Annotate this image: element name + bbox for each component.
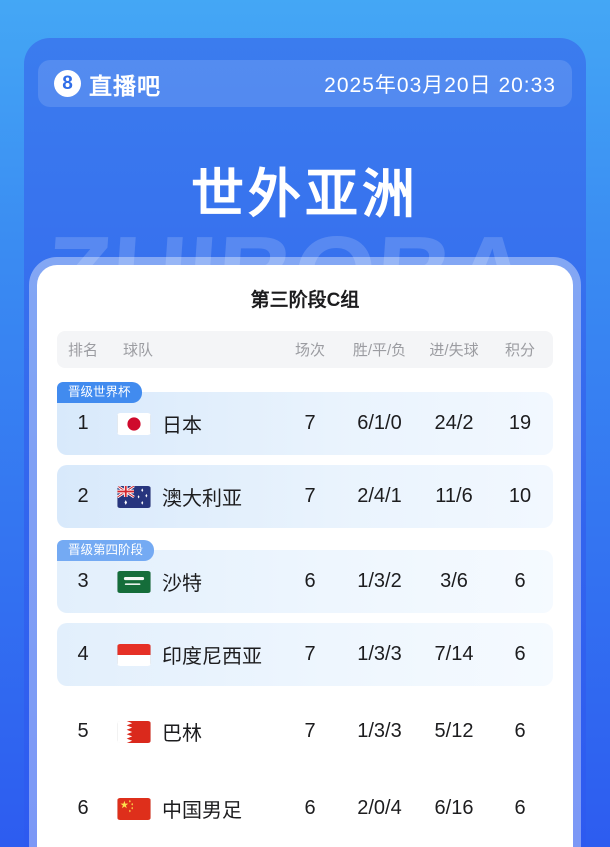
indonesia-flag-icon bbox=[117, 643, 151, 666]
wdl-cell: 2/0/4 bbox=[357, 797, 402, 819]
world-cup-badge: 晋级世界杯 bbox=[57, 382, 142, 403]
played-cell: 6 bbox=[304, 797, 316, 819]
table-row-australia[interactable]: 2 bbox=[57, 465, 553, 528]
played-cell: 7 bbox=[304, 412, 316, 434]
col-team: 球队 bbox=[123, 342, 154, 359]
team-name: 澳大利亚 bbox=[162, 488, 242, 510]
fourth-stage-badge: 晋级第四阶段 bbox=[57, 540, 155, 561]
col-rank: 排名 bbox=[67, 342, 98, 359]
points-cell: 10 bbox=[508, 485, 532, 507]
wdl-cell: 1/3/3 bbox=[357, 720, 402, 742]
team-cell: 巴林 bbox=[109, 717, 282, 746]
team-name: 印度尼西亚 bbox=[162, 646, 262, 668]
points-cell: 6 bbox=[514, 797, 526, 819]
group-title: 第三阶段C组 bbox=[250, 290, 360, 311]
table-row-china[interactable]: 6 中国男足 6 2/0/4 bbox=[57, 777, 553, 840]
japan-flag-icon bbox=[117, 412, 151, 435]
page-title: 世外亚洲 bbox=[191, 165, 419, 224]
rank-cell: 3 bbox=[77, 570, 89, 592]
col-played: 场次 bbox=[294, 342, 325, 359]
group-fourth-stage: 晋级第四阶段 3 沙特 6 1/3/2 bbox=[57, 540, 553, 613]
zhibo8-logo-text: 直播吧 bbox=[89, 72, 161, 99]
table-row-japan[interactable]: 1 日本 7 6/1/0 24/2 19 bbox=[57, 392, 553, 455]
points-cell: 6 bbox=[514, 720, 526, 742]
rank-cell: 5 bbox=[77, 720, 89, 742]
team-name: 日本 bbox=[162, 415, 202, 437]
played-cell: 7 bbox=[304, 485, 316, 507]
team-name: 中国男足 bbox=[162, 800, 242, 822]
australia-flag-icon bbox=[117, 485, 151, 508]
group-world-cup: 晋级世界杯 1 日本 7 6/1/0 24/2 19 bbox=[57, 382, 553, 455]
team-cell: 日本 bbox=[109, 409, 282, 438]
played-cell: 7 bbox=[304, 720, 316, 742]
header-bar: 8 直播吧 2025年03月20日 20:33 bbox=[38, 60, 572, 107]
col-points: 积分 bbox=[504, 342, 535, 359]
wdl-cell: 2/4/1 bbox=[357, 485, 402, 507]
goals-cell: 7/14 bbox=[434, 643, 474, 665]
rank-cell: 6 bbox=[77, 797, 89, 819]
table-row-bahrain[interactable]: 5 巴林 7 1/3/3 5/12 6 bbox=[57, 700, 553, 763]
wdl-cell: 1/3/3 bbox=[357, 643, 402, 665]
zhibo8-logo-icon: 8 bbox=[54, 70, 81, 97]
col-wdl: 胜/平/负 bbox=[352, 342, 407, 359]
played-cell: 7 bbox=[304, 643, 316, 665]
goals-cell: 5/12 bbox=[434, 720, 474, 742]
points-cell: 6 bbox=[514, 570, 526, 592]
table-row-saudi[interactable]: 3 沙特 6 1/3/2 3/6 6 bbox=[57, 550, 553, 613]
saudi-arabia-flag-icon bbox=[117, 570, 151, 593]
team-cell: 印度尼西亚 bbox=[109, 640, 282, 669]
goals-cell: 6/16 bbox=[434, 797, 474, 819]
zhibo8-logo: 8 直播吧 bbox=[54, 67, 161, 101]
rank-cell: 4 bbox=[77, 643, 89, 665]
col-goals: 进/失球 bbox=[429, 342, 479, 359]
wdl-cell: 6/1/0 bbox=[357, 412, 402, 434]
team-cell: 中国男足 bbox=[109, 794, 282, 823]
table-body: 晋级世界杯 1 日本 7 6/1/0 24/2 19 2 bbox=[37, 382, 573, 840]
china-flag-icon bbox=[117, 797, 151, 820]
played-cell: 6 bbox=[304, 570, 316, 592]
team-cell: 沙特 bbox=[109, 567, 282, 596]
rank-cell: 2 bbox=[77, 485, 89, 507]
datetime-label: 2025年03月20日 20:33 bbox=[324, 73, 556, 97]
points-cell: 6 bbox=[514, 643, 526, 665]
wdl-cell: 1/3/2 bbox=[357, 570, 402, 592]
table-row-indonesia[interactable]: 4 印度尼西亚 7 1/3/3 7/14 6 bbox=[57, 623, 553, 686]
rank-cell: 1 bbox=[77, 412, 89, 434]
goals-cell: 24/2 bbox=[434, 412, 474, 434]
team-cell: 澳大利亚 bbox=[109, 482, 282, 511]
team-name: 巴林 bbox=[162, 723, 202, 745]
points-cell: 19 bbox=[508, 412, 532, 434]
team-name: 沙特 bbox=[162, 573, 202, 595]
standings-card: 第三阶段C组 排名 球队 场次 胜/平/负 进/失球 积分 晋级世界杯 1 日本 bbox=[37, 265, 573, 847]
goals-cell: 11/6 bbox=[435, 485, 473, 507]
goals-cell: 3/6 bbox=[440, 570, 468, 592]
table-header-row: 排名 球队 场次 胜/平/负 进/失球 积分 bbox=[57, 331, 553, 368]
bahrain-flag-icon bbox=[117, 720, 151, 743]
